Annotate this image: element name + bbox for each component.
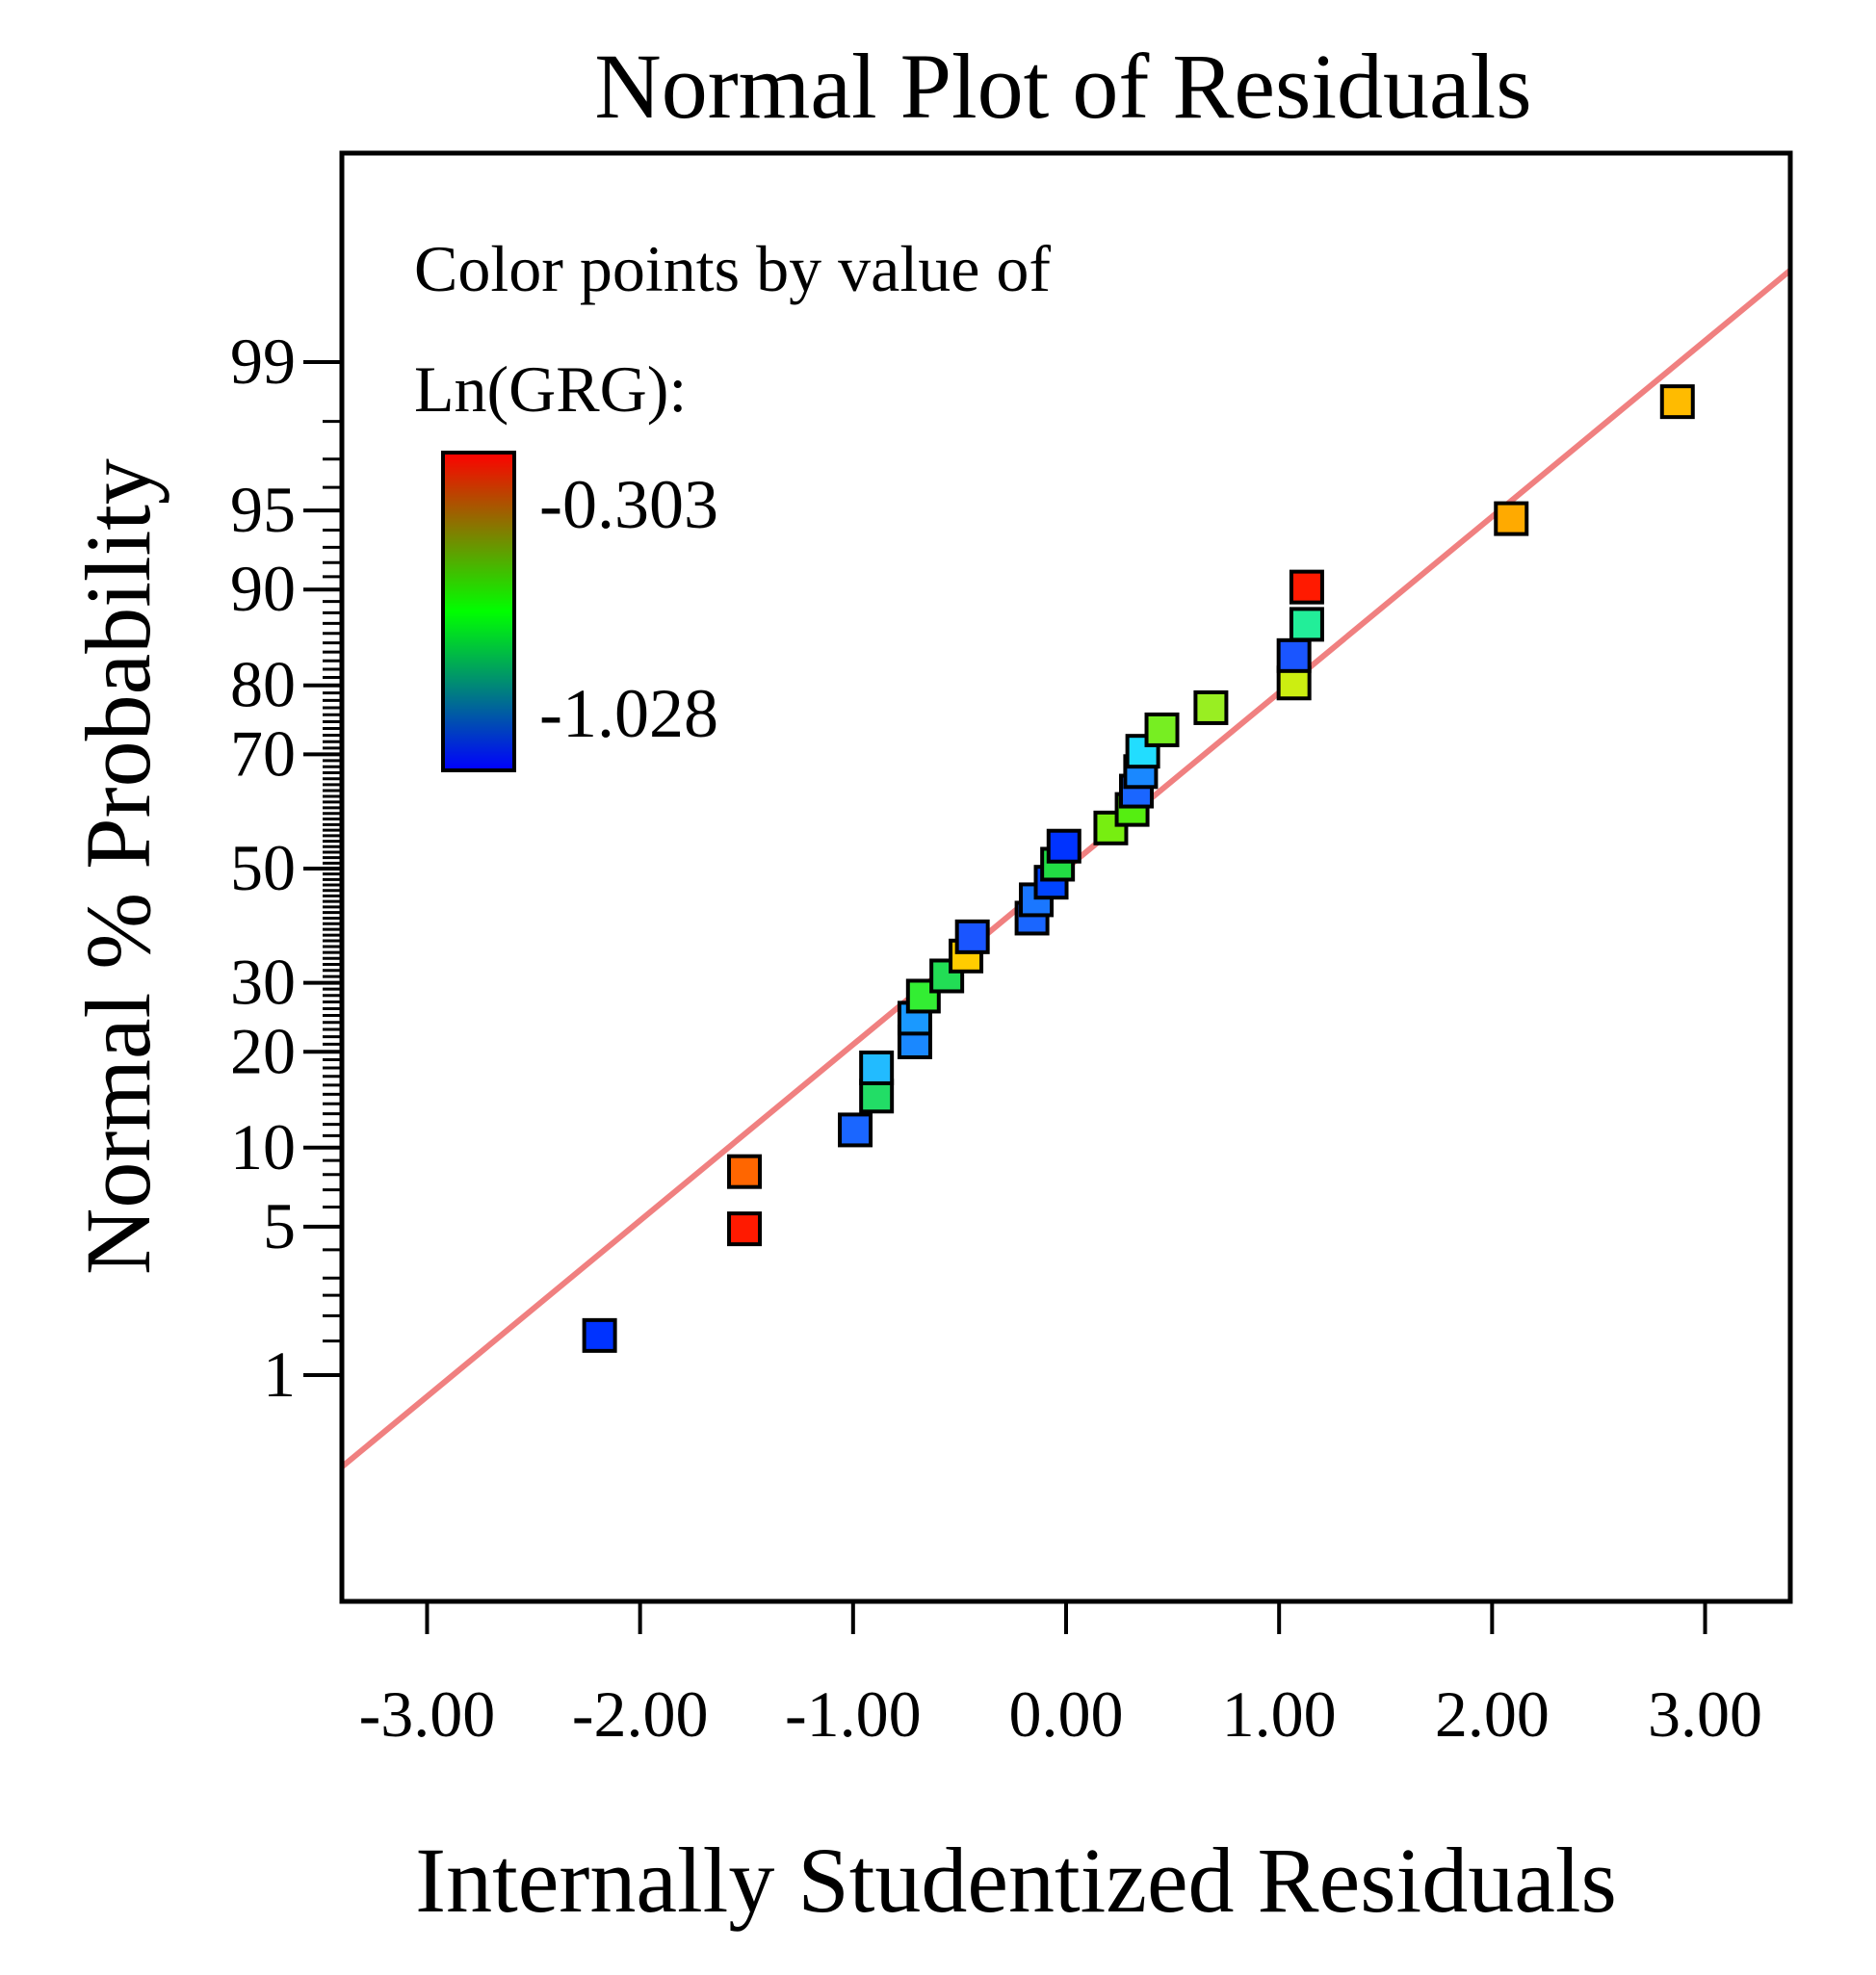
x-axis-label: Internally Studentized Residuals [415, 1829, 1617, 1932]
legend-color-bar [441, 451, 516, 772]
data-point [1046, 828, 1081, 864]
y-tick-label: 95 [230, 473, 296, 546]
y-tick-label: 99 [230, 325, 296, 398]
x-tick-label: -2.00 [572, 1677, 709, 1751]
data-point [1494, 501, 1529, 536]
y-tick-label: 1 [263, 1338, 296, 1411]
data-point [954, 919, 990, 954]
x-tick-label: 2.00 [1435, 1677, 1550, 1751]
x-tick-label: -3.00 [359, 1677, 496, 1751]
data-point [859, 1050, 895, 1085]
y-tick-label: 5 [263, 1189, 296, 1262]
data-point [727, 1154, 763, 1189]
data-point [1093, 810, 1129, 845]
y-tick-label: 10 [230, 1110, 296, 1183]
legend-min-label: -1.028 [539, 675, 718, 752]
x-tick-label: 0.00 [1009, 1677, 1124, 1751]
data-point [859, 1078, 895, 1114]
data-point [582, 1317, 617, 1353]
y-axis-ticks [303, 360, 342, 1377]
x-tick-label: 3.00 [1648, 1677, 1762, 1751]
legend-title-line1: Color points by value of [414, 232, 1051, 305]
y-tick-label: 70 [230, 716, 296, 790]
data-points [582, 384, 1695, 1353]
data-point [1276, 637, 1312, 673]
y-axis-label: Normal % Probability [66, 458, 169, 1275]
color-legend: Color points by value of Ln(GRG): -0.303… [414, 232, 1051, 772]
y-tick-label: 80 [230, 648, 296, 721]
x-tick-label: -1.00 [785, 1677, 922, 1751]
y-tick-label: 90 [230, 552, 296, 625]
data-point [1125, 734, 1160, 769]
legend-title-line2: Ln(GRG): [414, 352, 687, 426]
y-tick-label: 50 [230, 831, 296, 904]
y-tick-label: 20 [230, 1014, 296, 1087]
data-point [1659, 384, 1695, 420]
legend-max-label: -0.303 [539, 466, 718, 543]
x-axis-tick-labels: -3.00 -2.00 -1.00 0.00 1.00 2.00 3.00 [359, 1677, 1762, 1751]
data-point [1144, 712, 1180, 747]
data-point [838, 1112, 873, 1148]
data-point [1289, 569, 1324, 605]
x-axis-ticks [425, 1601, 1707, 1634]
y-tick-label: 30 [230, 946, 296, 1019]
x-tick-label: 1.00 [1222, 1677, 1337, 1751]
chart-title: Normal Plot of Residuals [594, 35, 1531, 138]
data-point [727, 1211, 763, 1247]
plot-frame [339, 150, 1793, 1604]
data-point [1289, 607, 1324, 642]
data-point [1193, 689, 1229, 725]
